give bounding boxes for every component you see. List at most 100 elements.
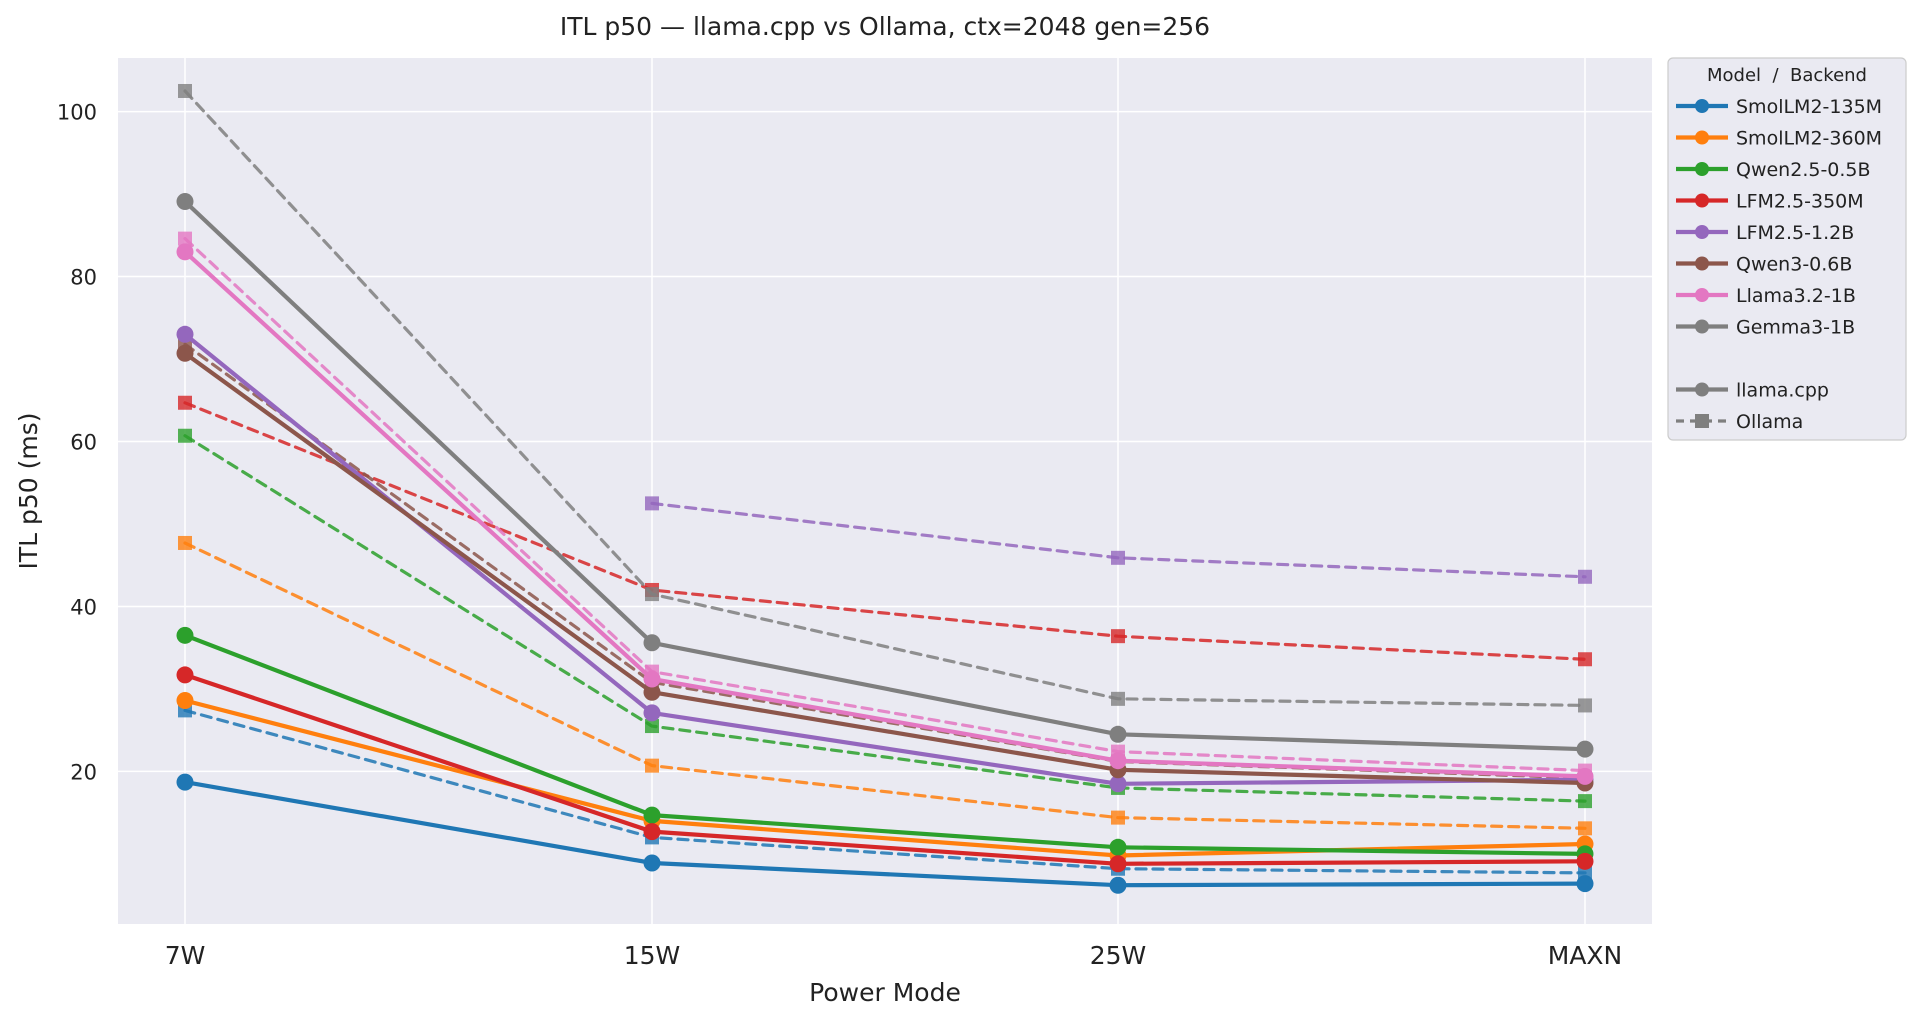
legend-item: SmolLM2-360M: [1676, 128, 1882, 150]
data-point-square: [1111, 629, 1125, 644]
data-point-circle: [1576, 875, 1594, 893]
grid-layer: [118, 58, 1652, 924]
legend-swatch-marker: [1695, 193, 1709, 208]
data-point-circle: [176, 691, 194, 709]
data-point-square: [178, 83, 192, 98]
series-line: [183, 434, 1587, 803]
data-point-square: [1578, 698, 1592, 713]
data-point-square: [1578, 794, 1592, 809]
series-Gemma3-1B-ollama: [178, 83, 1592, 713]
x-tick-label: MAXN: [1548, 941, 1623, 970]
series-line: [182, 351, 1588, 786]
legend-swatch-marker: [1695, 130, 1709, 145]
legend-item: Llama3.2-1B: [1676, 285, 1856, 307]
legend-label: Qwen2.5-0.5B: [1736, 159, 1871, 181]
data-point-circle: [1576, 740, 1594, 758]
data-point-square: [645, 496, 659, 511]
legend-item: Qwen3-0.6B: [1676, 254, 1852, 276]
data-point-circle: [643, 806, 661, 824]
series-line: [182, 633, 1588, 856]
data-point-square: [1578, 652, 1592, 667]
series-layer: [176, 83, 1594, 894]
legend-item: Gemma3-1B: [1676, 317, 1855, 339]
y-tick-label: 40: [70, 595, 97, 619]
x-axis-label: Power Mode: [809, 978, 961, 1007]
series-LFM2.5-1.2B-ollama: [645, 496, 1592, 584]
data-point-circle: [643, 683, 661, 701]
legend-label: Gemma3-1B: [1736, 317, 1855, 339]
legend-label: SmolLM2-360M: [1736, 128, 1882, 150]
y-tick-label: 20: [70, 760, 97, 784]
legend-title: Model / Backend: [1707, 65, 1867, 86]
legend-item: Qwen2.5-0.5B: [1676, 159, 1871, 181]
data-point-circle: [643, 634, 661, 652]
legend-item: LFM2.5-350M: [1676, 191, 1864, 213]
axis-layer: 7W 15W 25W MAXN 20 40 60 80 100: [57, 101, 1622, 970]
data-point-circle: [643, 854, 661, 872]
legend-label: LFM2.5-1.2B: [1736, 222, 1854, 244]
data-point-square: [1111, 550, 1125, 565]
series-LFM2.5-350M-llama-cpp: [176, 666, 1594, 873]
legend-label: Ollama: [1736, 411, 1803, 433]
plot-background: [118, 58, 1652, 924]
series-line: [183, 237, 1587, 773]
y-tick-label: 60: [70, 431, 97, 455]
series-line: [182, 672, 1588, 866]
series-line: [183, 401, 1587, 661]
legend-item: SmolLM2-135M: [1676, 96, 1882, 118]
data-point-circle: [176, 666, 194, 684]
legend-swatch-marker: [1695, 256, 1709, 271]
legend-label: LFM2.5-350M: [1736, 191, 1864, 213]
data-point-circle: [1576, 767, 1594, 785]
legend-swatch-marker: [1695, 162, 1709, 176]
data-point-circle: [176, 325, 194, 343]
data-point-circle: [176, 344, 194, 362]
legend-backend-item: llama.cpp: [1676, 380, 1829, 402]
legend-swatch-marker: [1695, 382, 1709, 397]
data-point-square: [178, 395, 192, 410]
data-point-square: [1578, 569, 1592, 584]
series-Gemma3-1B-llama-cpp: [176, 193, 1594, 758]
legend-swatch-marker: [1695, 225, 1709, 239]
legend-backend-item: Ollama: [1676, 411, 1803, 433]
y-tick-label: 100: [57, 101, 97, 125]
data-point-square: [178, 428, 192, 443]
series-line: [183, 89, 1587, 707]
legend-swatch-marker: [1695, 99, 1709, 113]
legend-item: LFM2.5-1.2B: [1676, 222, 1854, 244]
x-tick-label: 15W: [624, 941, 681, 970]
y-tick-label: 80: [70, 266, 97, 290]
legend-swatch-marker: [1695, 288, 1709, 302]
legend-label: llama.cpp: [1736, 380, 1829, 402]
data-point-circle: [1109, 855, 1127, 873]
data-point-circle: [176, 243, 194, 261]
legend-swatch-marker: [1695, 319, 1709, 334]
data-point-circle: [1109, 775, 1127, 793]
legend: Model / Backend SmolLM2-135M SmolLM2-360M…: [1667, 57, 1907, 441]
series-SmolLM2-360M-ollama: [178, 535, 1592, 836]
legend-label: Qwen3-0.6B: [1736, 254, 1852, 276]
series-line: [182, 199, 1588, 752]
data-point-square: [1578, 821, 1592, 836]
series-Llama3.2-1B-llama-cpp: [176, 243, 1594, 785]
data-point-circle: [643, 704, 661, 722]
series-line: [183, 541, 1587, 830]
data-point-circle: [1109, 876, 1127, 894]
series-line: [182, 249, 1588, 779]
data-point-circle: [1109, 838, 1127, 856]
series-SmolLM2-135M-llama-cpp: [176, 773, 1594, 894]
data-point-square: [645, 719, 659, 734]
data-point-circle: [1109, 725, 1127, 743]
data-point-square: [1111, 691, 1125, 706]
data-point-square: [1111, 810, 1125, 825]
data-point-square: [645, 587, 659, 602]
data-point-circle: [176, 626, 194, 644]
series-line: [182, 780, 1588, 888]
data-point-circle: [176, 193, 194, 211]
x-tick-label: 25W: [1090, 941, 1147, 970]
data-point-circle: [643, 670, 661, 688]
data-point-square: [178, 231, 192, 246]
data-point-square: [178, 535, 192, 550]
